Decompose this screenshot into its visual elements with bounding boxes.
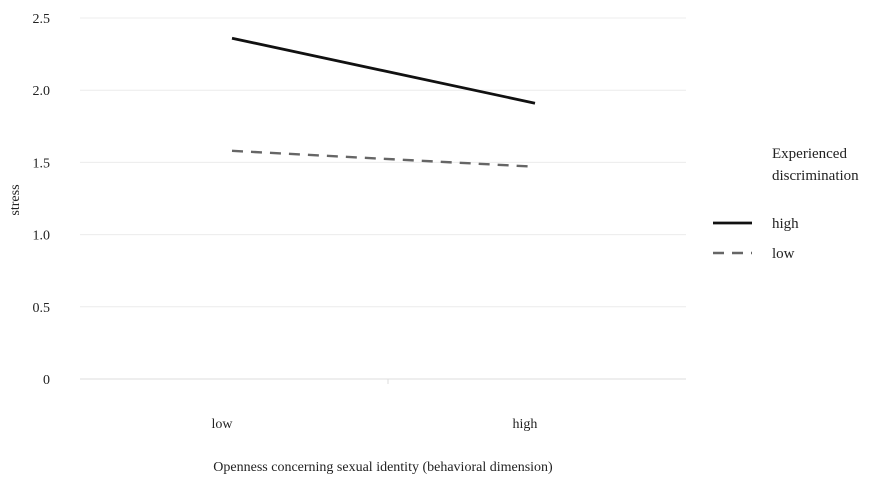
x-tick-label: low xyxy=(212,417,234,432)
legend-title-line-2: discrimination xyxy=(772,168,859,184)
y-tick-label: 0.5 xyxy=(33,301,51,316)
legend-title-line-1: Experienced xyxy=(772,146,847,162)
legend: Experienced discrimination high low xyxy=(713,146,859,262)
y-tick-label: 1.5 xyxy=(33,156,51,171)
x-tick-labels: low high xyxy=(212,417,538,432)
legend-label-low: low xyxy=(772,246,795,262)
legend-label-high: high xyxy=(772,216,799,232)
y-tick-labels: 0 0.5 1.0 1.5 2.0 2.5 xyxy=(33,12,51,388)
x-tick-label: high xyxy=(513,417,538,432)
series-line-low xyxy=(231,149,536,168)
y-tick-label: 2.5 xyxy=(33,12,51,27)
gridlines xyxy=(80,17,686,384)
series-line-high xyxy=(231,36,536,105)
y-tick-label: 1.0 xyxy=(33,229,51,244)
series-lines xyxy=(231,36,536,168)
y-axis-title: stress xyxy=(8,184,23,215)
y-tick-label: 2.0 xyxy=(33,84,51,99)
y-tick-label: 0 xyxy=(43,373,50,388)
x-axis-title: Openness concerning sexual identity (beh… xyxy=(213,460,553,475)
